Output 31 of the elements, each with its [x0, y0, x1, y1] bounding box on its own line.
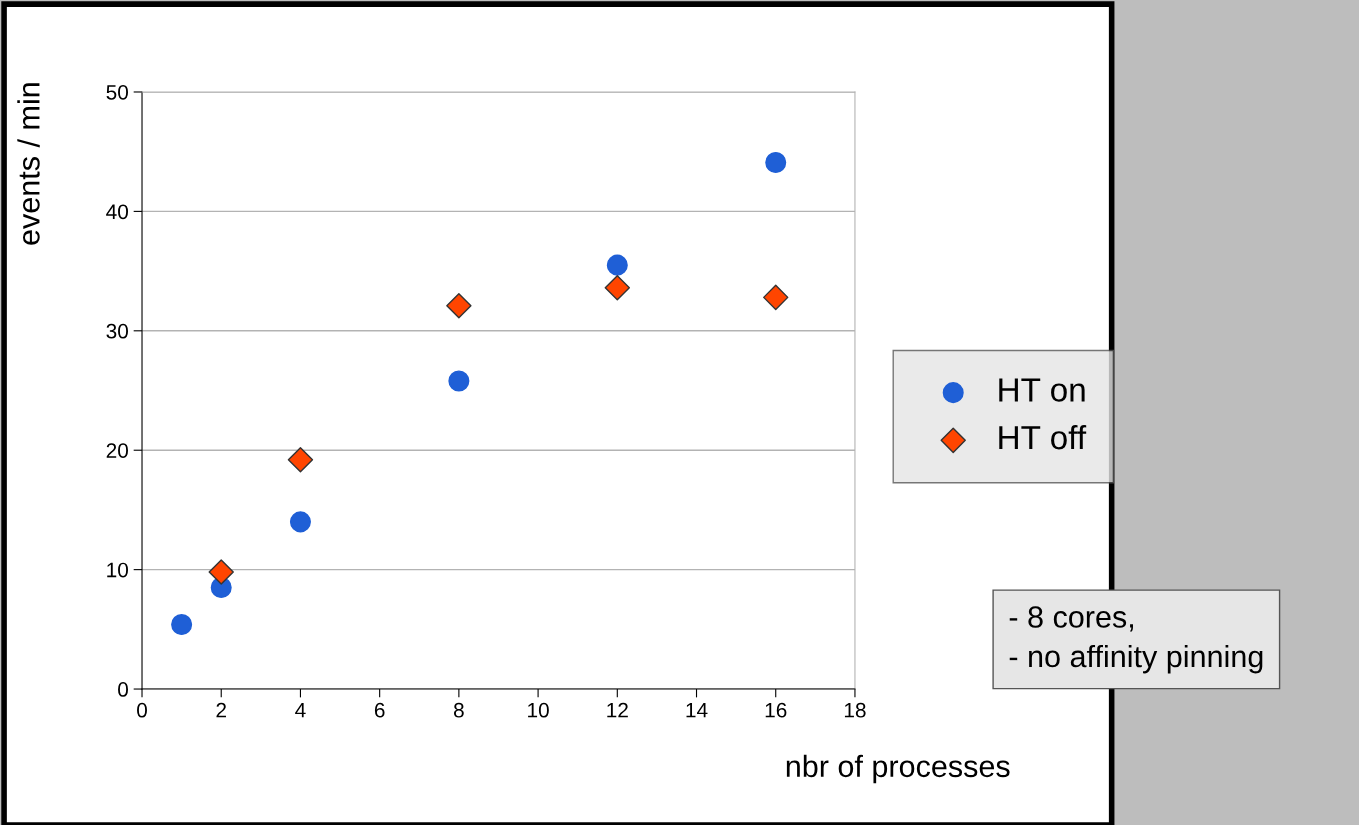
y-tick-label: 40: [106, 204, 129, 220]
point: [208, 559, 234, 585]
point: [606, 254, 628, 276]
x-tick-label: 16: [765, 702, 787, 718]
y-tick-label: 10: [107, 562, 129, 578]
legend-label: HT on: [999, 378, 1085, 402]
x-axis-title: nbr of processes: [786, 754, 1010, 784]
point: [287, 447, 314, 473]
point: [446, 293, 472, 319]
x-tick-label: 10: [528, 702, 549, 718]
x-tick-label: 2: [216, 702, 226, 718]
x-tick-label: 4: [295, 703, 306, 718]
point: [171, 614, 193, 636]
point: [289, 511, 311, 533]
x-tick-label: 18: [844, 702, 866, 718]
x-tick-label: 8: [453, 702, 464, 718]
point: [765, 151, 787, 173]
x-tick-label: 14: [686, 703, 708, 718]
legend-label: HT off: [999, 424, 1087, 450]
x-tick-label: 6: [374, 702, 385, 718]
x-tick-label: 0: [137, 702, 147, 718]
y-tick-label: 20: [106, 443, 129, 458]
y-tick-label: 0: [118, 682, 129, 697]
y-axis-title: events / min: [17, 83, 40, 245]
text: - 8 cores, - no affinity pinning: [1009, 606, 1263, 674]
y-tick-label: 50: [106, 84, 129, 100]
point: [604, 275, 631, 301]
y-tick-label: 30: [106, 323, 129, 339]
point: [448, 370, 470, 392]
point: [763, 284, 789, 311]
x-tick-label: 12: [607, 702, 628, 718]
